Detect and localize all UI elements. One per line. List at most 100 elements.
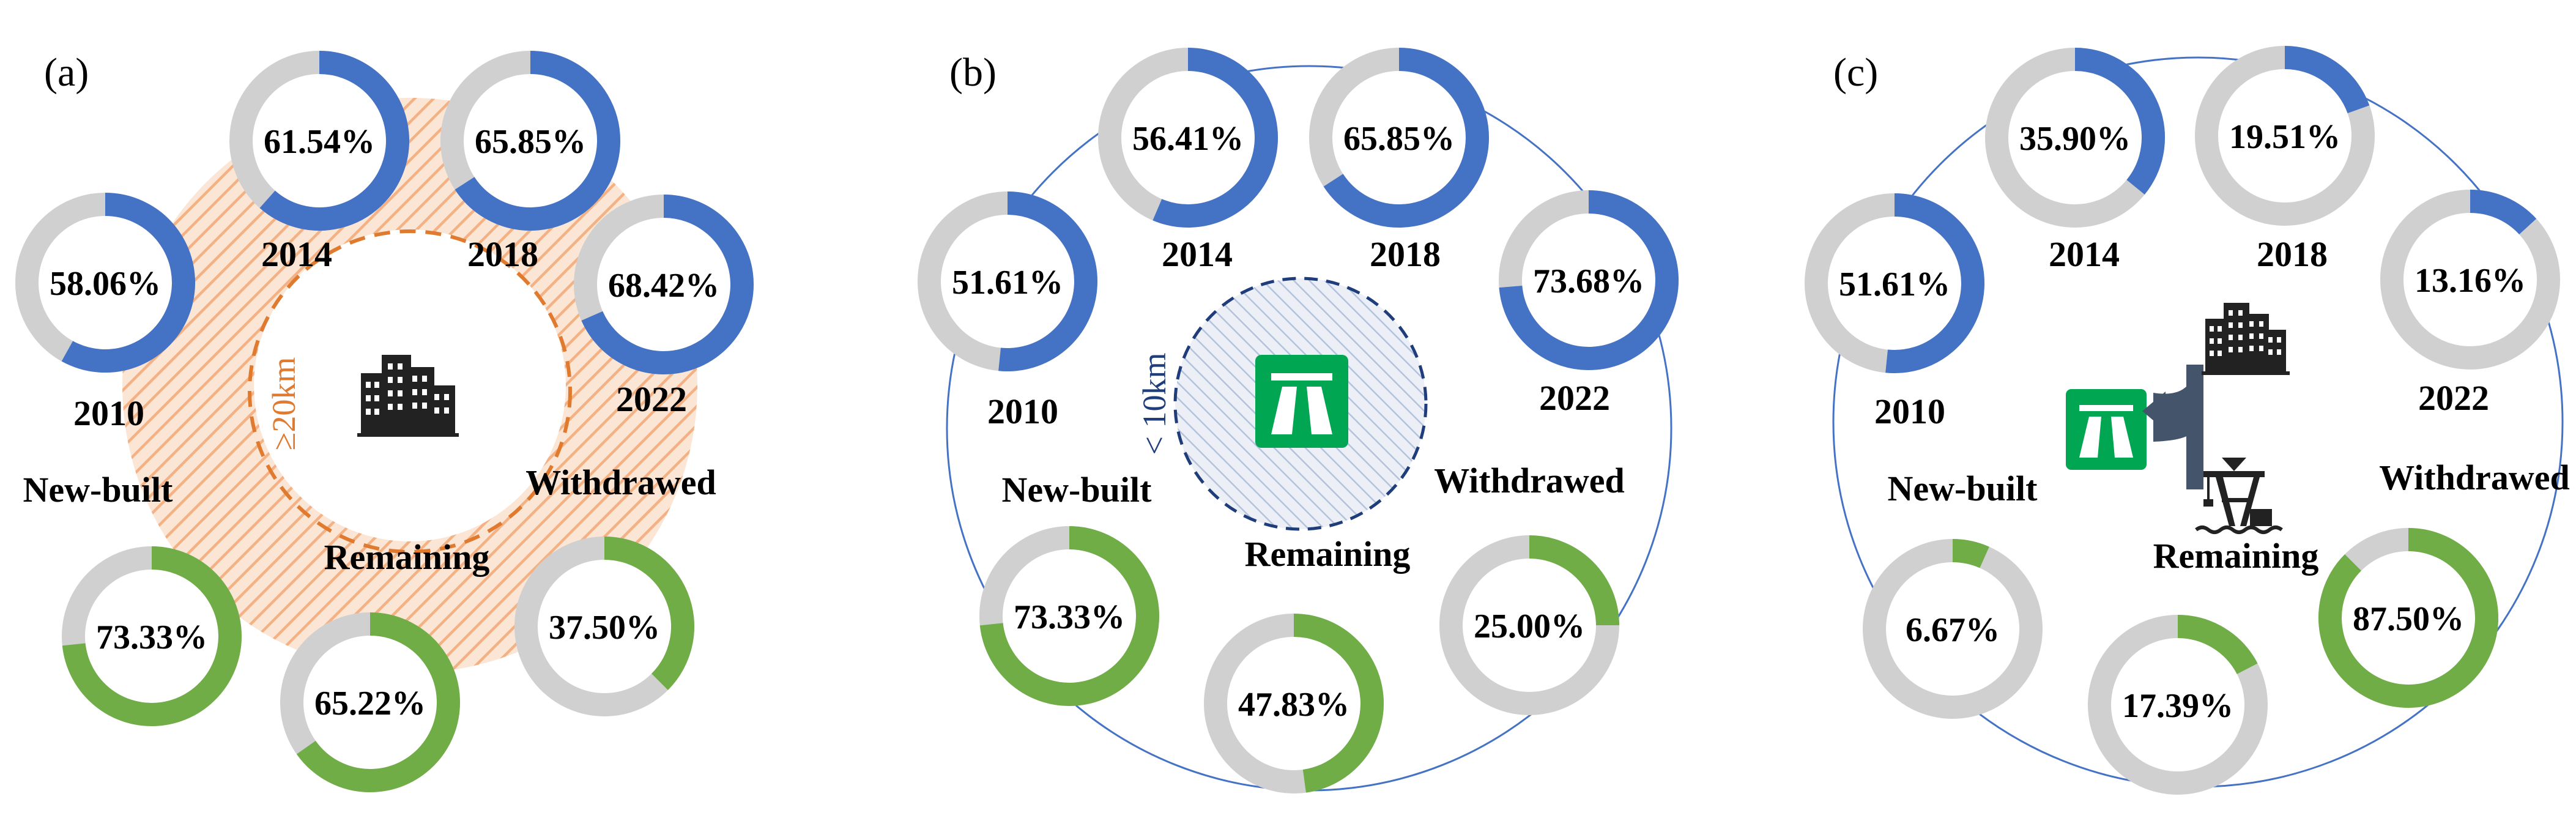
status-category-label: Withdrawed — [2379, 458, 2570, 497]
donut-status-remaining: 17.39% — [2088, 615, 2268, 795]
status-category-label: Withdrawed — [1434, 461, 1625, 500]
donut-status-new-built: 6.67% — [1863, 539, 2043, 719]
junction-arrow-icon — [2142, 365, 2203, 489]
donut-status-withdrawed: 87.50% — [2318, 528, 2498, 708]
panel-label: (b) — [949, 50, 997, 95]
donut-share-arc — [2074, 48, 2165, 195]
donut-share-arc — [2318, 528, 2498, 708]
donut-share-arc — [1323, 48, 1489, 228]
status-category-label: New-built — [1002, 470, 1153, 510]
donut-share-arc — [979, 526, 1159, 706]
donut-share-arc — [1153, 48, 1278, 228]
hatched-annulus — [122, 97, 698, 674]
donut-share-arc — [604, 537, 694, 690]
donut-value-label: 65.22% — [314, 685, 426, 723]
donut-year-2018: 65.85% — [440, 51, 620, 231]
donut-value-label: 61.54% — [264, 123, 375, 161]
donut-value-label: 58.06% — [50, 265, 161, 303]
donut-layer: 58.06% 2010 61.54% 2014 65.85% 2018 68.42% 2022… — [15, 46, 2570, 795]
donut-year-2022: 73.68% — [1499, 190, 1679, 370]
donut-share-arc — [998, 191, 1097, 371]
panel-a: (a) ≥20km — [44, 50, 698, 674]
year-label: 2022 — [616, 379, 687, 419]
motorway-icon — [2066, 389, 2147, 470]
donut-value-label: 37.50% — [549, 609, 660, 647]
donut-status-remaining: 47.83% — [1204, 614, 1384, 793]
panel-label: (a) — [44, 50, 89, 95]
city-buildings-icon — [357, 355, 459, 437]
donut-share-arc — [1499, 190, 1679, 370]
year-label: 2022 — [1539, 378, 1610, 418]
status-category-label: Remaining — [1245, 534, 1411, 574]
port-crane-icon — [2195, 458, 2283, 534]
donut-share-arc — [61, 193, 195, 373]
donut-share-arc — [455, 51, 620, 231]
donut-year-2010: 58.06% — [15, 193, 195, 373]
status-category-label: Withdrawed — [525, 463, 716, 502]
donut-share-arc — [62, 546, 242, 726]
donut-value-label: 51.61% — [952, 264, 1063, 302]
year-label: 2018 — [2257, 234, 2328, 274]
donut-year-2014: 35.90% — [1985, 48, 2165, 228]
status-category-label: New-built — [1888, 469, 2038, 508]
donut-status-remaining: 65.22% — [280, 612, 460, 792]
year-label: 2014 — [1162, 234, 1233, 274]
donut-status-withdrawed: 37.50% — [514, 537, 694, 716]
year-label: 2010 — [987, 392, 1058, 431]
year-label: 2018 — [467, 234, 538, 274]
donut-value-label: 51.61% — [1839, 266, 1950, 303]
donut-share-arc — [2177, 615, 2258, 675]
year-label: 2010 — [1874, 392, 1945, 431]
motorway-icon — [1255, 355, 1348, 448]
panel-label: (c) — [1833, 50, 1878, 95]
panel-c: (c) — [1832, 50, 2564, 788]
donut-value-label: 87.50% — [2353, 600, 2464, 638]
donut-year-2014: 56.41% — [1098, 48, 1278, 228]
donut-year-2018: 65.85% — [1309, 48, 1489, 228]
donut-share-arc — [2284, 46, 2370, 114]
donut-year-2014: 61.54% — [229, 51, 409, 231]
donut-year-2010: 51.61% — [918, 191, 1097, 371]
donut-year-2010: 51.61% — [1805, 193, 1984, 373]
donut-value-label: 73.33% — [1014, 598, 1125, 636]
year-label: 2022 — [2418, 378, 2489, 418]
donut-value-label: 73.68% — [1533, 262, 1644, 300]
donut-value-label: 68.42% — [608, 267, 719, 305]
donut-share-arc — [581, 195, 754, 374]
status-category-label: Remaining — [324, 537, 490, 577]
donut-value-label: 25.00% — [1474, 607, 1585, 645]
radius-label: < 10km — [1136, 353, 1173, 455]
status-category-label: New-built — [23, 470, 174, 510]
donut-year-2022: 68.42% — [574, 195, 754, 374]
donut-share-arc — [259, 51, 409, 231]
radius-label: ≥20km — [265, 357, 302, 451]
donut-share-arc — [1885, 193, 1984, 373]
radius-dashed-circle — [248, 229, 572, 554]
donut-share-arc — [1529, 535, 1619, 626]
donut-year-2018: 19.51% — [2195, 46, 2375, 226]
city-buildings-icon — [2202, 303, 2290, 375]
donut-share-arc — [1293, 614, 1384, 793]
donut-value-label: 73.33% — [96, 619, 207, 656]
donut-share-arc — [1952, 539, 1989, 568]
donut-value-label: 35.90% — [2019, 120, 2131, 158]
status-category-label: Remaining — [2153, 536, 2319, 576]
donut-value-label: 13.16% — [2415, 262, 2526, 300]
donut-status-new-built: 73.33% — [62, 546, 242, 726]
year-label: 2014 — [261, 234, 332, 274]
year-label: 2014 — [2049, 234, 2120, 274]
donut-value-label: 19.51% — [2229, 118, 2340, 156]
panel-b: (b) < 10km — [946, 50, 1672, 792]
donut-value-label: 65.85% — [475, 123, 586, 161]
donut-share-arc — [296, 612, 460, 792]
donut-value-label: 56.41% — [1132, 120, 1244, 158]
donut-status-new-built: 73.33% — [979, 526, 1159, 706]
donut-value-label: 6.67% — [1906, 611, 2000, 649]
donut-status-withdrawed: 25.00% — [1439, 535, 1619, 715]
donut-share-arc — [2470, 190, 2537, 235]
donut-value-label: 17.39% — [2122, 687, 2233, 725]
year-label: 2018 — [1370, 234, 1441, 274]
donut-value-label: 47.83% — [1238, 686, 1349, 724]
year-label: 2010 — [73, 393, 144, 433]
